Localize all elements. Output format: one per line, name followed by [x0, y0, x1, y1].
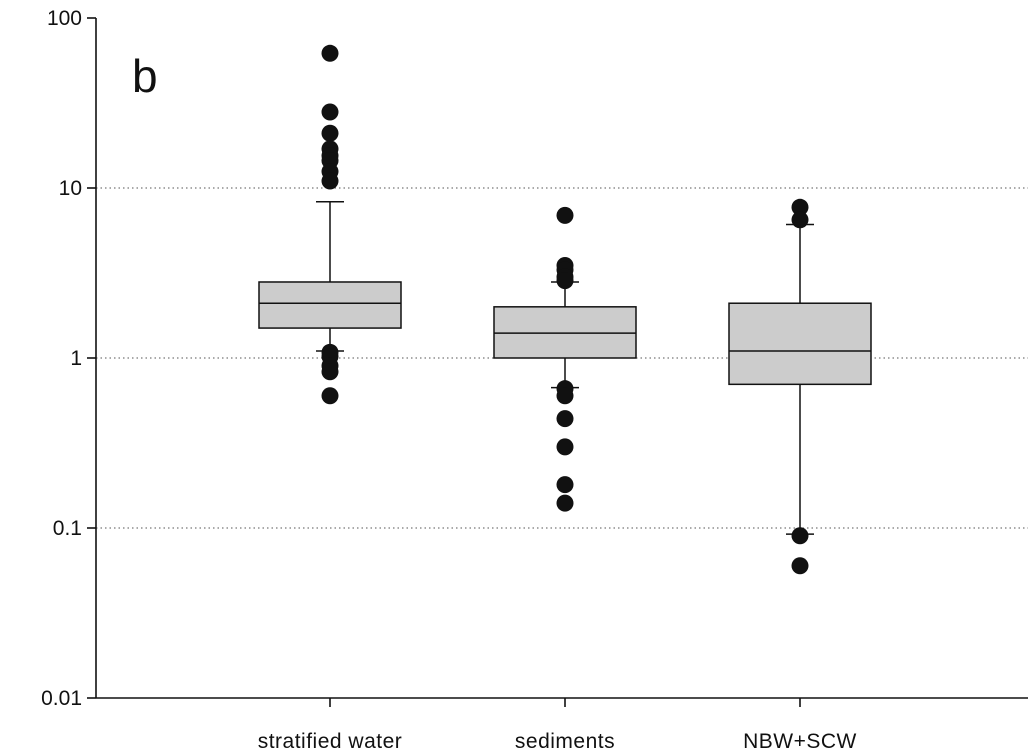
outlier-points — [321, 44, 809, 575]
outlier-point — [321, 363, 339, 381]
y-tick-label: 0.1 — [53, 517, 82, 540]
box-group — [728, 223, 872, 535]
outlier-point — [556, 476, 574, 494]
box-iqr — [258, 281, 402, 329]
outlier-point — [556, 410, 574, 428]
y-tick-label: 0.01 — [41, 687, 82, 710]
outlier-point — [556, 438, 574, 456]
outlier-point — [556, 206, 574, 224]
box-iqr — [728, 302, 872, 386]
outlier-point — [321, 124, 339, 142]
outlier-point — [556, 387, 574, 405]
x-axis-ticks: stratified water sediments NBW+SCW — [258, 698, 857, 753]
y-tick-label: 100 — [47, 7, 82, 30]
x-category-label: sediments — [515, 730, 615, 753]
outlier-point — [321, 172, 339, 190]
outlier-point — [791, 211, 809, 229]
y-tick-label: 1 — [70, 347, 82, 370]
outlier-point — [791, 198, 809, 216]
x-category-label: NBW+SCW — [743, 730, 857, 753]
outlier-point — [791, 557, 809, 575]
panel-label: b — [132, 50, 158, 102]
x-category-label: stratified water — [258, 730, 403, 753]
box-group — [258, 201, 402, 352]
outlier-point — [556, 494, 574, 512]
outlier-point — [791, 527, 809, 545]
box-group — [493, 281, 637, 389]
y-axis-ticks: 100 10 1 0.1 0.01 — [41, 7, 96, 710]
outlier-point — [321, 44, 339, 62]
outlier-point — [321, 387, 339, 405]
y-tick-label: 10 — [59, 177, 82, 200]
outlier-point — [321, 103, 339, 121]
outlier-point — [556, 272, 574, 290]
